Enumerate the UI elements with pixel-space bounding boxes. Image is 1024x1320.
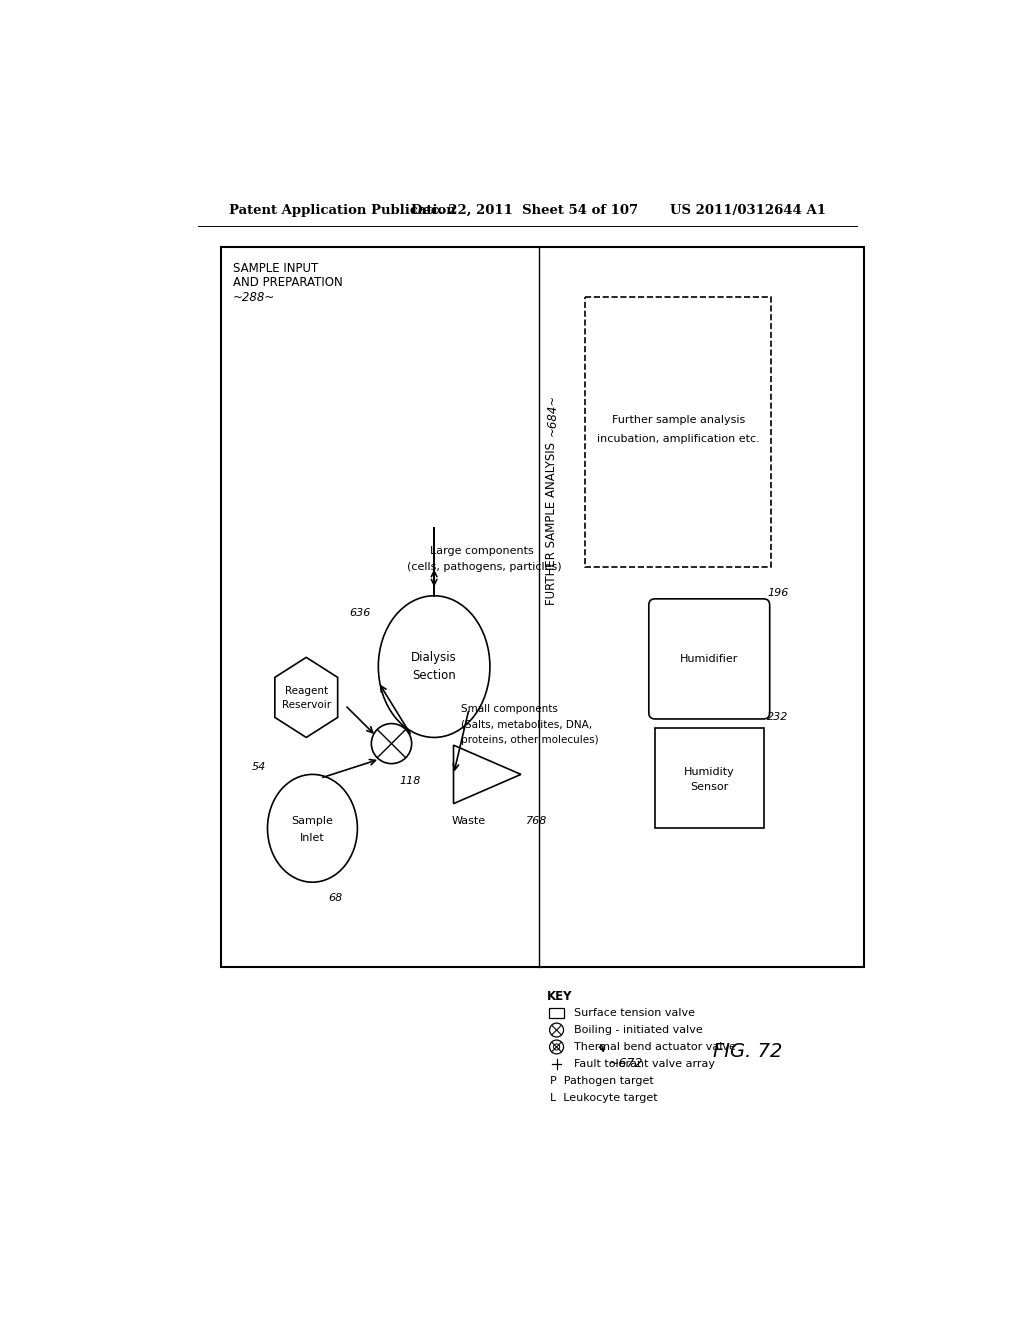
Text: 768: 768 xyxy=(525,816,547,825)
Text: Small components: Small components xyxy=(461,704,558,714)
Text: 54: 54 xyxy=(252,762,266,772)
Text: Dialysis: Dialysis xyxy=(412,651,457,664)
Text: Waste: Waste xyxy=(452,816,486,825)
Text: Boiling - initiated valve: Boiling - initiated valve xyxy=(573,1026,702,1035)
Text: US 2011/0312644 A1: US 2011/0312644 A1 xyxy=(670,205,825,218)
Text: Sample: Sample xyxy=(292,816,334,825)
Text: Large components: Large components xyxy=(430,546,534,556)
Text: ~288~: ~288~ xyxy=(232,290,274,304)
Text: Inlet: Inlet xyxy=(300,833,325,842)
Text: FIG. 72: FIG. 72 xyxy=(714,1041,782,1061)
Text: proteins, other molecules): proteins, other molecules) xyxy=(461,735,599,744)
Text: AND PREPARATION: AND PREPARATION xyxy=(232,276,342,289)
Text: Reservoir: Reservoir xyxy=(282,700,331,710)
Text: Sensor: Sensor xyxy=(690,783,728,792)
Text: Reagent: Reagent xyxy=(285,686,328,696)
Text: 636: 636 xyxy=(349,607,371,618)
Text: Thermal bend actuator valve: Thermal bend actuator valve xyxy=(573,1041,735,1052)
Text: P  Pathogen target: P Pathogen target xyxy=(550,1076,654,1086)
Text: KEY: KEY xyxy=(547,990,572,1003)
Bar xyxy=(221,247,864,966)
Bar xyxy=(586,297,771,566)
Text: Further sample analysis: Further sample analysis xyxy=(611,416,744,425)
Text: Patent Application Publication: Patent Application Publication xyxy=(228,205,456,218)
Text: Humidifier: Humidifier xyxy=(680,653,738,664)
Text: 196: 196 xyxy=(767,589,788,598)
Text: 118: 118 xyxy=(399,776,421,785)
Text: Surface tension valve: Surface tension valve xyxy=(573,1008,694,1018)
Text: SAMPLE INPUT: SAMPLE INPUT xyxy=(232,263,317,276)
Text: L  Leukocyte target: L Leukocyte target xyxy=(550,1093,658,1102)
Bar xyxy=(549,1007,564,1019)
Text: FURTHER SAMPLE ANALYSIS: FURTHER SAMPLE ANALYSIS xyxy=(546,442,558,605)
Text: (cells, pathogens, particles): (cells, pathogens, particles) xyxy=(407,561,561,572)
Text: ~684~: ~684~ xyxy=(546,393,558,436)
Text: 232: 232 xyxy=(767,711,788,722)
Text: 68: 68 xyxy=(328,892,342,903)
Bar xyxy=(655,729,764,829)
Text: Dec. 22, 2011  Sheet 54 of 107: Dec. 22, 2011 Sheet 54 of 107 xyxy=(412,205,638,218)
Text: (Salts, metabolites, DNA,: (Salts, metabolites, DNA, xyxy=(461,719,592,730)
Text: Humidity: Humidity xyxy=(684,767,734,777)
Text: incubation, amplification etc.: incubation, amplification etc. xyxy=(597,434,760,445)
Text: Section: Section xyxy=(413,669,456,682)
Text: ~672: ~672 xyxy=(608,1056,643,1069)
Text: Fault tolerant valve array: Fault tolerant valve array xyxy=(573,1059,715,1069)
